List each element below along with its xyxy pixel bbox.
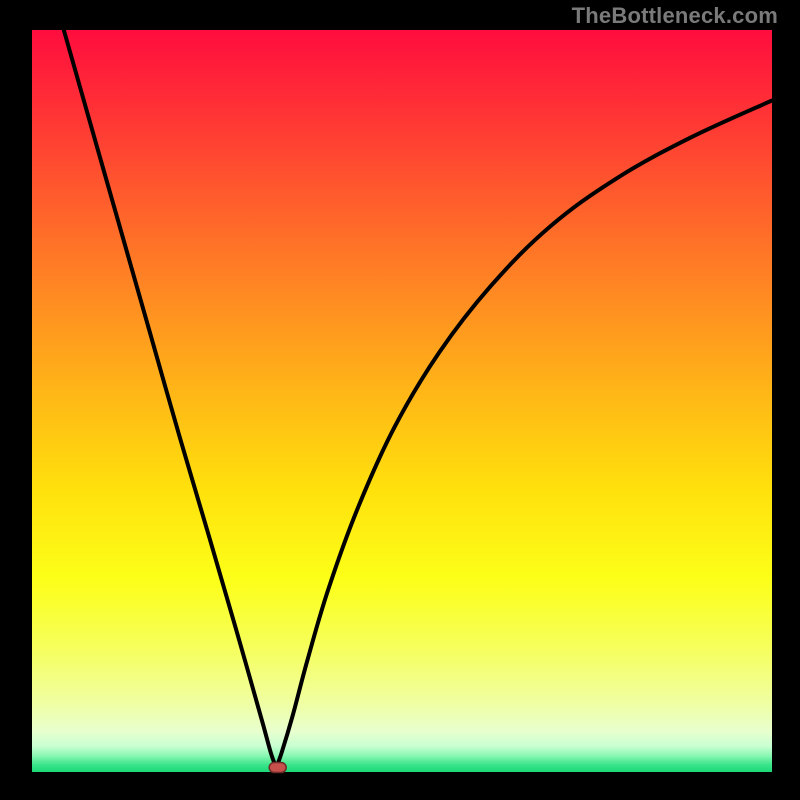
watermark-text: TheBottleneck.com [572,3,778,29]
curve-right-branch [276,100,772,767]
curve-left-branch [64,30,276,768]
bottleneck-curve [32,30,772,772]
plot-area [32,30,772,772]
min-marker [269,763,286,773]
